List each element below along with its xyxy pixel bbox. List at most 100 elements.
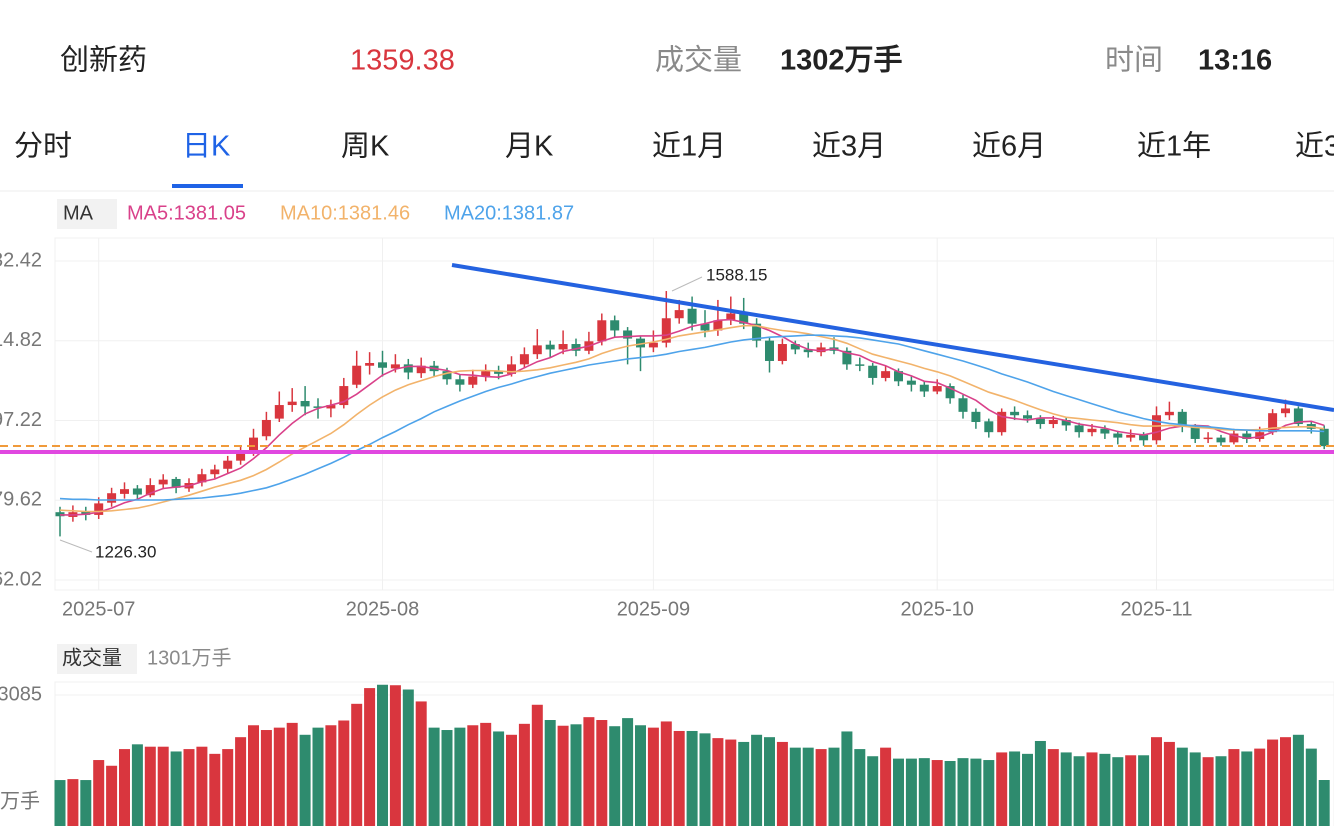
volume-bar (1060, 752, 1072, 826)
volume-bar (248, 725, 259, 826)
tab[interactable]: 近1月 (652, 130, 726, 163)
tab[interactable]: 分时 (14, 130, 72, 163)
candle-body (1010, 411, 1020, 416)
tab[interactable]: 近1年 (1137, 130, 1211, 163)
volume-bar (776, 741, 788, 826)
candle-body (120, 489, 129, 494)
candle-body (1087, 428, 1097, 433)
candle-body (842, 350, 852, 365)
annotation-leader (59, 539, 93, 553)
tab[interactable]: 近3年 (1295, 130, 1334, 163)
y-tick-label: 1162.02 (0, 568, 42, 590)
plot-frame (54, 237, 1334, 591)
candle-body (739, 312, 749, 324)
volume-bar (389, 685, 401, 826)
annotation-leader (671, 276, 703, 292)
volume-bar (531, 704, 543, 826)
candle-body (274, 405, 284, 419)
volume-bar (673, 730, 685, 826)
volume-bar (1125, 755, 1137, 826)
volume-unit: 万手 (0, 789, 40, 812)
annotation: 1588.15 (706, 265, 767, 284)
volume-bar (841, 731, 853, 826)
volume-bar (299, 734, 311, 826)
candle-body (790, 344, 800, 350)
volume-bar (970, 758, 982, 826)
volume-bar (622, 718, 634, 826)
volume-bar (931, 760, 943, 826)
volume-bar (712, 738, 724, 826)
volume: 1302万手 (780, 44, 903, 77)
y-tick-label: 1632.42 (0, 249, 42, 271)
candle-body (378, 362, 387, 368)
candle-body (803, 349, 813, 353)
candle-body (210, 469, 220, 475)
volume-bar (596, 720, 608, 826)
candle-body (571, 344, 581, 351)
volume-bar (209, 753, 221, 826)
candle-body (1126, 434, 1136, 438)
candle-body (636, 338, 645, 348)
candle-body (1293, 408, 1303, 425)
candle-body (868, 365, 878, 378)
volume-bar (325, 725, 337, 826)
candle-body (455, 379, 465, 385)
volume-bar (1241, 751, 1253, 826)
candle-body (1319, 428, 1329, 447)
candle-body (1074, 425, 1084, 433)
tab[interactable]: 周K (341, 131, 390, 163)
legend-box (57, 644, 137, 674)
candle-body (339, 386, 349, 406)
volume-bar (286, 722, 298, 826)
tab[interactable]: 近3月 (812, 130, 886, 163)
volume-bar (518, 723, 530, 826)
index-name: 创新药 (60, 44, 147, 77)
candle-body (532, 345, 542, 355)
candle-body (171, 478, 181, 488)
volume-bar (686, 730, 698, 826)
candle-body (1139, 434, 1149, 441)
candle-body (648, 342, 658, 348)
volume-bar (635, 725, 646, 826)
volume-bar (1112, 757, 1124, 826)
volume-bar (1022, 753, 1033, 826)
volume-bar (493, 731, 505, 826)
candle-body (1023, 415, 1032, 419)
volume-bar (957, 758, 969, 826)
volume-bar (583, 717, 595, 826)
candle-body (1216, 437, 1226, 443)
volume-bar (1318, 780, 1330, 826)
candle-body (416, 365, 426, 374)
candle-body (81, 511, 91, 515)
volume-bar (235, 737, 247, 826)
volume-bar (260, 730, 272, 826)
volume-bar (557, 725, 569, 826)
volume-bar (725, 739, 737, 826)
volume-bar (338, 720, 350, 826)
volume-bar (738, 741, 750, 826)
candle-body (623, 330, 633, 339)
candle-body (390, 364, 400, 369)
candle-body (1152, 415, 1161, 441)
tab-active[interactable]: 日K (182, 131, 231, 163)
ma-line (59, 334, 1325, 501)
volume-bar (170, 751, 182, 826)
tab[interactable]: 月K (505, 131, 554, 163)
volume-bar (983, 760, 995, 826)
candle-body (597, 320, 607, 342)
candle-body (442, 371, 452, 380)
tab[interactable]: 近6月 (972, 130, 1046, 163)
volume-bar (802, 747, 814, 826)
candle-body (752, 323, 762, 341)
volume-bar (789, 747, 801, 826)
candle-body (919, 384, 929, 392)
x-tick-label: 2025-11 (1121, 598, 1193, 620)
volume-bar (467, 725, 479, 826)
candle-body (403, 364, 413, 373)
volume-bar (880, 747, 892, 826)
volume-label: 成交量 (655, 44, 742, 77)
candle-body (1113, 433, 1123, 438)
candle-body (481, 371, 491, 377)
candle-body (674, 310, 684, 319)
